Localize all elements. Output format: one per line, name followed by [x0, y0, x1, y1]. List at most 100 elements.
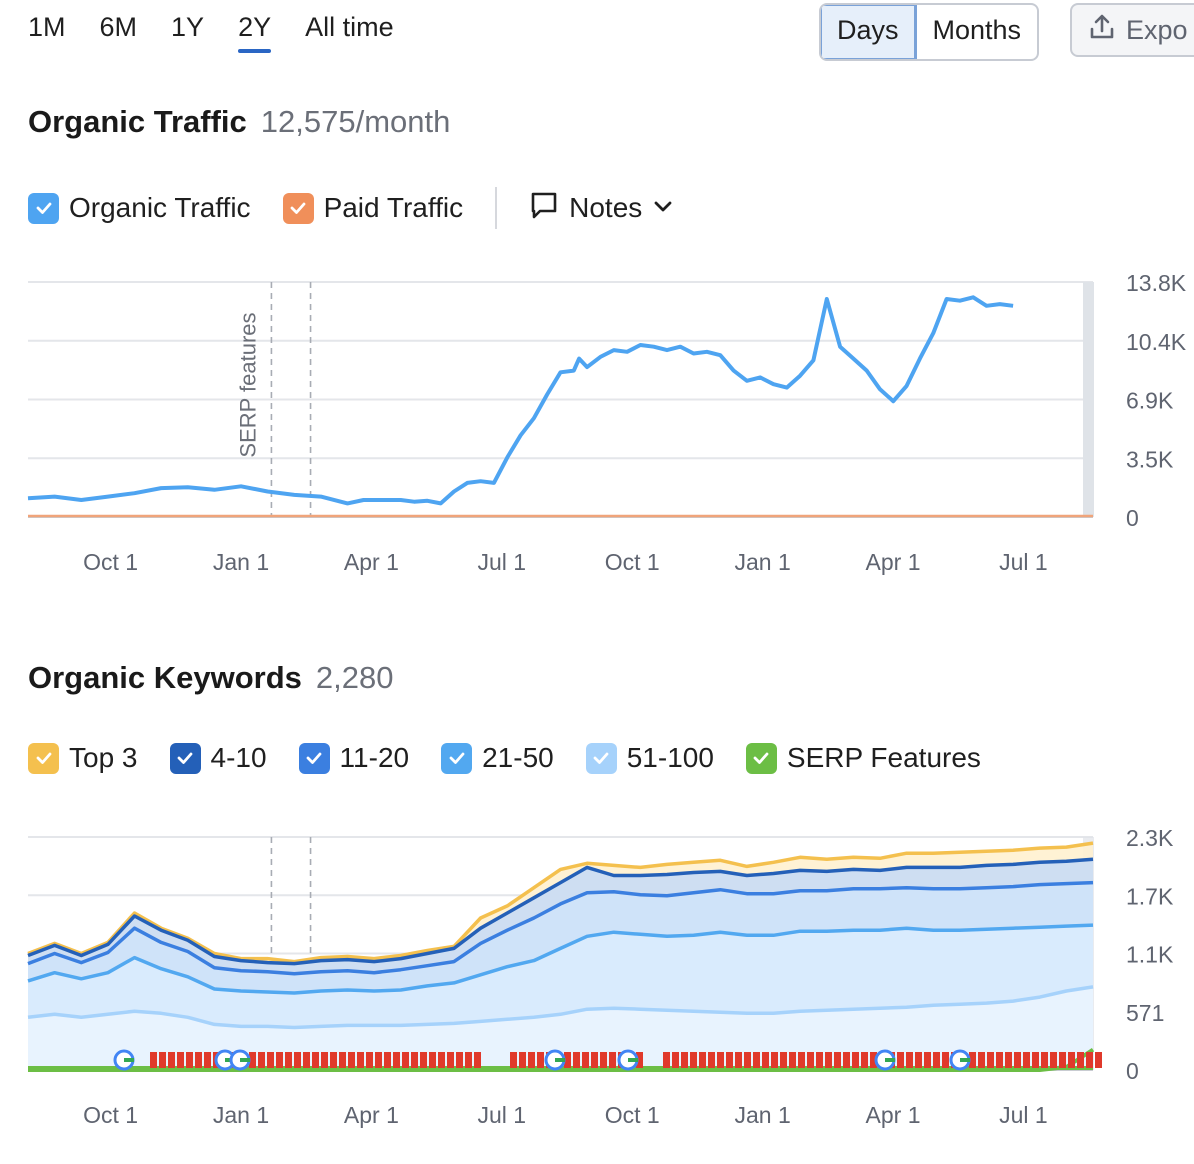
- y-tick-label: 1.1K: [1126, 942, 1174, 968]
- legend-label: 4-10: [210, 742, 267, 773]
- x-tick-label: Apr 1: [866, 1102, 921, 1128]
- serp-feature-marker: [1050, 1052, 1057, 1068]
- serp-feature-marker: [816, 1052, 823, 1068]
- serp-feature-marker: [861, 1052, 868, 1068]
- series-line-21-50: [27, 923, 1094, 995]
- google-g-icon: [113, 1049, 135, 1071]
- x-tick-label: Oct 1: [605, 1102, 660, 1128]
- serp-feature-marker: [1077, 1052, 1084, 1068]
- serp-feature-marker: [582, 1052, 589, 1068]
- serp-feature-marker: [591, 1052, 598, 1068]
- legend-label: 51-100: [626, 742, 714, 773]
- y-tick-label: 13.8K: [1126, 270, 1187, 296]
- serp-feature-marker: [780, 1052, 787, 1068]
- notes-dropdown[interactable]: Notes: [529, 190, 674, 227]
- period-tab-6m[interactable]: 6M: [99, 12, 138, 42]
- series-line-top-3: [27, 841, 1094, 964]
- legend-51-100[interactable]: 51-100: [585, 742, 714, 774]
- organic-keywords-chart-svg: 2.3K 1.7K 1.1K 571 0 Oct 1 Jan 1 Apr 1 Jul 1 Oct …: [27, 825, 1174, 1128]
- serp-feature-marker: [609, 1052, 616, 1068]
- serp-feature-marker: [510, 1052, 517, 1068]
- legend-organic-traffic[interactable]: Organic Traffic: [28, 192, 251, 224]
- serp-feature-marker: [438, 1052, 445, 1068]
- days-button[interactable]: Days: [821, 5, 917, 59]
- serp-feature-marker: [1095, 1052, 1102, 1068]
- legend-4-10[interactable]: 4-10: [169, 742, 267, 774]
- y-tick-label: 6.9K: [1126, 388, 1174, 414]
- serp-feature-marker: [807, 1052, 814, 1068]
- months-button[interactable]: Months: [932, 15, 1022, 45]
- check-icon: [282, 192, 314, 224]
- serp-feature-marker: [447, 1052, 454, 1068]
- period-tab-all-time[interactable]: All time: [305, 12, 394, 42]
- serp-feature-marker: [1059, 1052, 1066, 1068]
- serp-feature-marker: [681, 1052, 688, 1068]
- serp-feature-marker: [987, 1052, 994, 1068]
- legend-11-20[interactable]: 11-20: [298, 742, 409, 774]
- legend-serp-features[interactable]: SERP Features: [745, 742, 981, 774]
- check-icon: [298, 742, 330, 774]
- serp-feature-marker: [915, 1052, 922, 1068]
- serp-feature-marker: [276, 1052, 283, 1068]
- period-tab-1m[interactable]: 1M: [28, 12, 66, 42]
- legend-top-3[interactable]: Top 3: [28, 742, 138, 774]
- serp-feature-marker: [789, 1052, 796, 1068]
- serp-feature-marker: [537, 1052, 544, 1068]
- x-tick-label: Jul 1: [999, 1102, 1048, 1128]
- check-icon: [28, 742, 59, 774]
- serp-feature-marker: [330, 1052, 337, 1068]
- x-tick-label: Apr 1: [344, 549, 399, 575]
- serp-feature-marker: [942, 1052, 949, 1068]
- serp-feature-marker: [933, 1052, 940, 1068]
- check-icon: [28, 192, 59, 224]
- serp-feature-marker: [600, 1052, 607, 1068]
- serp-feature-marker: [843, 1052, 850, 1068]
- series-area-51-100: [28, 986, 1093, 1070]
- chevron-down-icon: [652, 192, 674, 224]
- serp-feature-marker: [366, 1052, 373, 1068]
- period-tab-2y[interactable]: 2Y: [238, 12, 272, 53]
- serp-feature-marker: [708, 1052, 715, 1068]
- traffic-title: Organic Traffic: [28, 104, 247, 139]
- serp-feature-marker: [393, 1052, 400, 1068]
- serp-feature-marker: [195, 1052, 202, 1068]
- series-line-4-10: [27, 857, 1094, 966]
- serp-feature-marker: [1023, 1052, 1030, 1068]
- serp-feature-marker: [429, 1052, 436, 1068]
- serp-feature-marker: [771, 1052, 778, 1068]
- google-g-icon: [874, 1049, 896, 1071]
- check-icon: [441, 742, 473, 774]
- legend-paid-traffic[interactable]: Paid Traffic: [282, 192, 463, 224]
- x-tick-label: Jul 1: [478, 1102, 527, 1128]
- granularity-toggle: Days Months: [819, 3, 1040, 61]
- legend-label: Organic Traffic: [69, 192, 251, 223]
- x-tick-label: Oct 1: [83, 1102, 138, 1128]
- serp-feature-marker: [870, 1052, 877, 1068]
- serp-feature-marker: [312, 1052, 319, 1068]
- serp-feature-marker: [897, 1052, 904, 1068]
- serp-feature-marker: [375, 1052, 382, 1068]
- traffic-legend: Organic Traffic Paid Traffic Notes: [28, 187, 674, 229]
- legend-21-50[interactable]: 21-50: [441, 742, 554, 774]
- serp-feature-marker: [744, 1052, 751, 1068]
- series-line-51-100: [27, 985, 1094, 1030]
- serp-feature-marker: [1014, 1052, 1021, 1068]
- serp-feature-marker: [1068, 1052, 1075, 1068]
- serp-feature-marker: [420, 1052, 427, 1068]
- serp-feature-marker: [1086, 1052, 1093, 1068]
- serp-feature-marker: [186, 1052, 193, 1068]
- x-tick-label: Apr 1: [866, 549, 921, 575]
- period-tab-1y[interactable]: 1Y: [171, 12, 205, 42]
- serp-feature-marker: [852, 1052, 859, 1068]
- keywords-metric: 2,280: [315, 660, 394, 695]
- serp-feature-marker: [726, 1052, 733, 1068]
- x-tick-label: Jul 1: [478, 549, 527, 575]
- serp-feature-marker: [798, 1052, 805, 1068]
- serp-feature-marker: [573, 1052, 580, 1068]
- y-tick-label: 571: [1126, 1000, 1164, 1026]
- export-button[interactable]: Expo: [1070, 3, 1194, 57]
- serp-feature-marker: [285, 1052, 292, 1068]
- keywords-section-title: Organic Keywords 2,280: [28, 660, 394, 696]
- y-tick-label: 10.4K: [1126, 329, 1187, 355]
- google-g-bar: [960, 1058, 970, 1062]
